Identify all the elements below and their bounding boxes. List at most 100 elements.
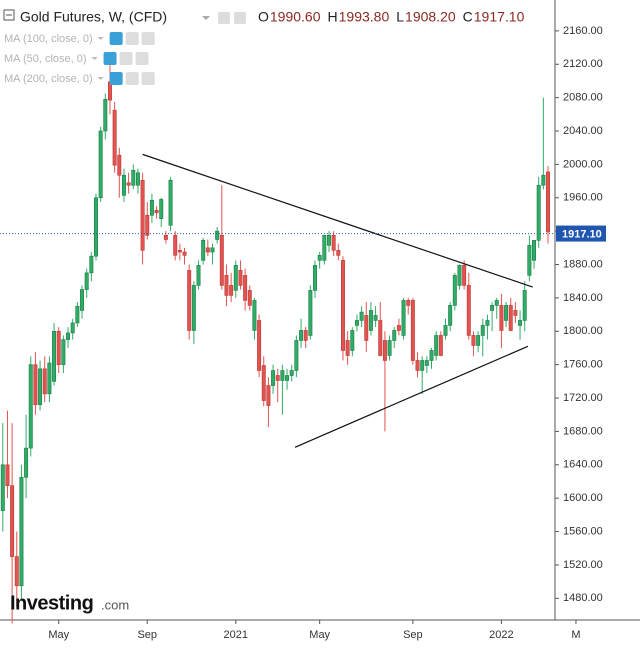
y-tick-label: 1600.00 [563, 492, 603, 504]
indicator-label: MA (100, close, 0) [4, 33, 93, 45]
candle-body [340, 260, 345, 351]
candle-body [266, 385, 271, 406]
candle-body [224, 275, 229, 296]
collapse-icon[interactable] [3, 9, 15, 21]
candle-body [163, 235, 168, 240]
logo-domain: .com [101, 597, 129, 612]
candle-body [121, 174, 126, 196]
y-tick-label: 1520.00 [563, 559, 603, 571]
candle-body [196, 265, 201, 286]
remove-icon[interactable] [141, 32, 155, 45]
candle-body [331, 235, 336, 251]
candle-body [89, 255, 94, 274]
remove-icon[interactable] [135, 52, 149, 65]
candle-body [131, 169, 136, 186]
logo-text: Investing [10, 592, 93, 614]
x-tick-label: M [571, 629, 580, 641]
candle-body [47, 362, 52, 395]
x-tick-label: Sep [137, 629, 157, 641]
candle-body [504, 305, 509, 321]
candle-body [322, 235, 327, 261]
candle-body [247, 290, 252, 306]
visibility-icon[interactable] [103, 52, 117, 65]
ohlc-value: 1917.10 [474, 9, 525, 25]
candle-body [98, 130, 103, 199]
visibility-icon[interactable] [109, 72, 123, 85]
candle-body [191, 285, 196, 331]
x-tick-label: Sep [403, 629, 423, 641]
candle-body [420, 360, 425, 371]
candle-body [443, 325, 448, 336]
candle-body [149, 199, 154, 216]
candle-body [368, 310, 373, 331]
candle-body [303, 330, 308, 341]
y-tick-label: 2080.00 [563, 92, 603, 104]
candle-body [462, 265, 467, 286]
candle-body [471, 335, 476, 346]
indicator-label: MA (50, close, 0) [4, 53, 87, 65]
candle-body [271, 370, 276, 386]
candle-body [494, 300, 499, 306]
candle-body [205, 247, 210, 253]
ohlc-key: O [258, 9, 269, 25]
candle-body [382, 340, 387, 361]
candle-body [61, 339, 66, 365]
y-tick-label: 1640.00 [563, 459, 603, 471]
candle-body [527, 245, 532, 276]
candle-body [10, 485, 15, 557]
visibility-icon[interactable] [109, 32, 123, 45]
settings-icon[interactable] [125, 32, 139, 45]
x-tick-label: 2021 [224, 629, 248, 641]
candle-body [499, 305, 504, 331]
x-tick-label: May [309, 629, 330, 641]
settings-icon[interactable] [234, 12, 246, 24]
candle-body [406, 300, 411, 306]
candle-body [532, 240, 537, 261]
candle-body [410, 300, 415, 361]
candle-body [354, 320, 359, 326]
candle-body [219, 235, 224, 286]
candle-body [252, 300, 257, 331]
candle-body [387, 340, 392, 356]
candle-body [364, 315, 369, 341]
candle-body [238, 270, 243, 286]
candle-body [33, 364, 38, 406]
candle-body [201, 240, 206, 261]
trendline [294, 345, 529, 448]
candle-body [52, 330, 57, 382]
candle-body [508, 305, 513, 331]
y-tick-label: 1840.00 [563, 292, 603, 304]
y-tick-label: 2000.00 [563, 158, 603, 170]
candle-body [38, 368, 43, 406]
settings-icon[interactable] [125, 72, 139, 85]
candle-body [0, 464, 5, 511]
candle-body [80, 289, 84, 311]
x-tick-label: 2022 [489, 629, 513, 641]
candle-body [490, 305, 495, 311]
candle-body [229, 285, 234, 296]
ohlc-value: 1908.20 [405, 9, 456, 25]
candle-body [233, 265, 238, 291]
candle-body [396, 325, 401, 331]
indicator-legend: MA (100, close, 0) MA (50, close, 0) MA (2… [4, 32, 155, 85]
settings-icon[interactable] [119, 52, 133, 65]
candle-body [424, 360, 429, 366]
y-tick-label: 2160.00 [563, 25, 603, 37]
candle-body [434, 335, 439, 356]
indicator-label: MA (200, close, 0) [4, 73, 93, 85]
candle-body [476, 335, 481, 346]
candle-body [24, 447, 29, 478]
y-tick-label: 2120.00 [563, 58, 603, 70]
candle-body [457, 265, 462, 286]
candle-body [466, 285, 471, 336]
candle-body [42, 368, 47, 395]
settings-icon[interactable] [218, 12, 230, 24]
legend-header: Gold Futures, W, (CFD) O 1990.60 H 1993.80 L… [3, 9, 525, 25]
y-tick-label: 1800.00 [563, 325, 603, 337]
y-tick-label: 2040.00 [563, 125, 603, 137]
remove-icon[interactable] [141, 72, 155, 85]
candle-body [168, 179, 173, 226]
ohlc-key: C [463, 9, 473, 25]
candle-body [75, 305, 80, 324]
menu-caret[interactable] [202, 16, 210, 20]
